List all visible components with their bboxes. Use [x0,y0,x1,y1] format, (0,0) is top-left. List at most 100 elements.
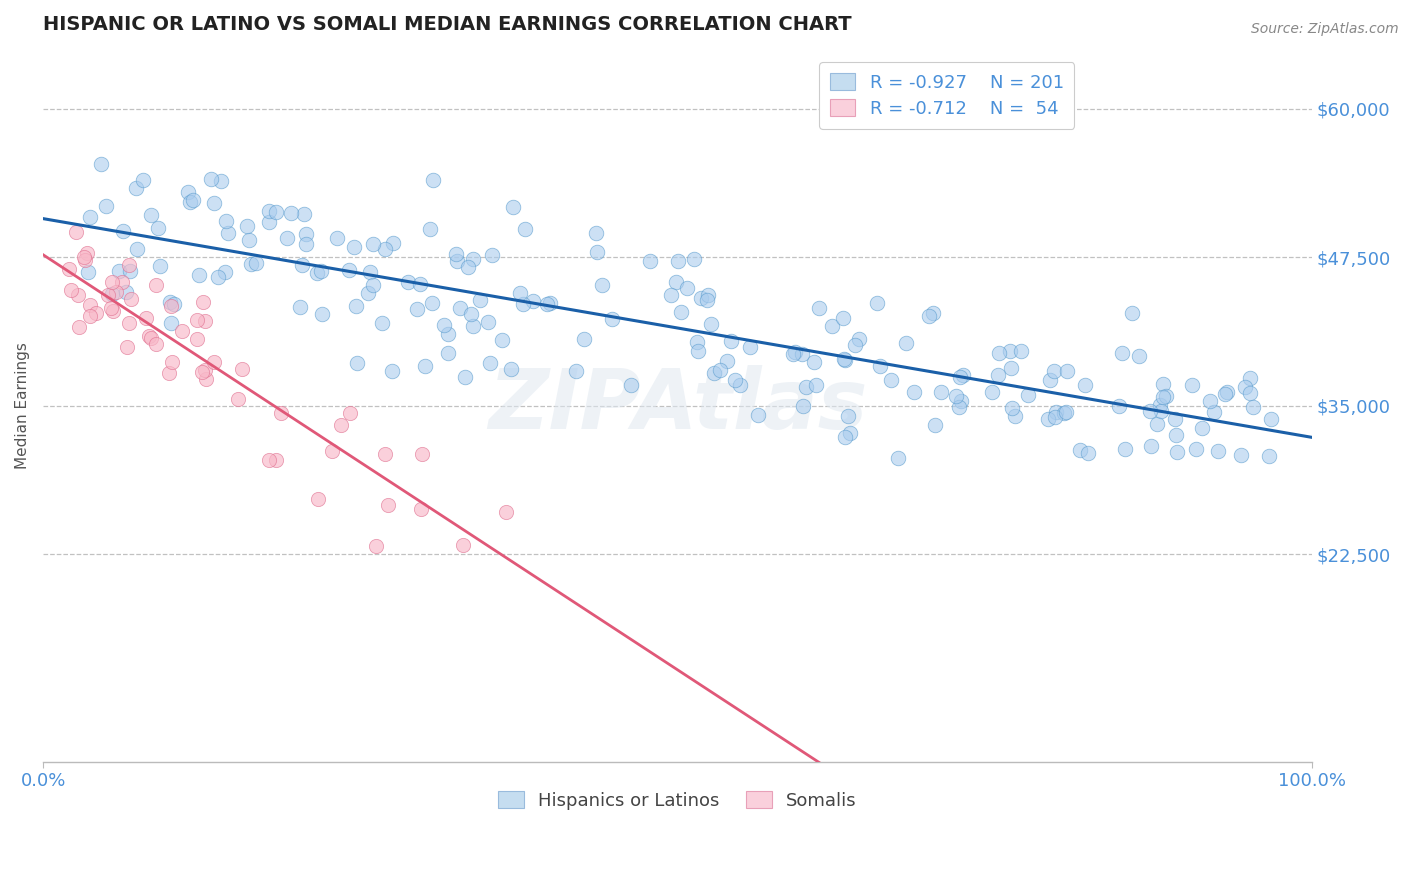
Point [834,430,856,444]
Point [1184,442,1206,457]
Point [76,246,98,260]
Point [311,308,333,322]
Point [792,399,814,413]
Point [987,368,1010,383]
Point [620,378,643,392]
Y-axis label: Median Earnings: Median Earnings [15,343,30,469]
Point [1230,449,1253,463]
Point [666,254,689,268]
Point [96,288,118,302]
Point [522,293,544,308]
Point [321,443,343,458]
Point [922,305,945,319]
Point [295,237,318,252]
Point [179,195,201,210]
Point [1069,443,1091,458]
Point [149,259,172,273]
Point [453,370,475,384]
Point [1045,410,1067,425]
Point [370,316,392,330]
Point [110,275,132,289]
Point [146,221,169,235]
Point [79,309,101,323]
Point [917,310,939,324]
Point [501,361,523,376]
Point [186,333,208,347]
Point [794,380,817,394]
Point [949,393,972,408]
Legend: Hispanics or Latinos, Somalis: Hispanics or Latinos, Somalis [491,783,865,817]
Point [1111,345,1133,359]
Point [215,214,238,228]
Point [101,287,124,301]
Point [468,293,491,308]
Point [866,295,889,310]
Point [988,346,1011,360]
Point [1077,446,1099,460]
Point [477,315,499,329]
Point [209,174,232,188]
Point [697,288,720,302]
Point [145,336,167,351]
Point [194,314,217,328]
Point [807,301,830,315]
Point [118,258,141,272]
Point [346,356,368,370]
Point [132,173,155,187]
Point [141,208,163,222]
Point [1000,360,1022,375]
Point [157,366,180,380]
Point [574,332,596,346]
Point [460,307,482,321]
Point [172,324,194,338]
Point [188,268,211,282]
Point [1056,364,1078,378]
Point [495,505,517,519]
Point [419,221,441,235]
Point [1010,344,1032,359]
Point [207,269,229,284]
Point [226,392,249,406]
Point [214,265,236,279]
Point [1043,364,1066,378]
Point [1150,403,1173,417]
Point [790,347,813,361]
Point [1191,421,1213,435]
Point [264,204,287,219]
Point [377,498,399,512]
Point [463,252,485,266]
Point [1001,401,1024,415]
Point [326,231,349,245]
Point [270,406,292,420]
Point [406,301,429,316]
Point [1004,409,1026,424]
Point [163,296,186,310]
Point [202,355,225,369]
Point [804,378,827,392]
Point [869,359,891,374]
Point [120,292,142,306]
Point [665,275,688,289]
Point [309,264,332,278]
Point [512,297,534,311]
Point [724,373,747,387]
Point [1073,378,1095,392]
Point [683,252,706,267]
Point [307,492,329,507]
Point [690,291,713,305]
Point [79,210,101,224]
Point [585,245,607,260]
Point [1213,387,1236,401]
Point [481,248,503,262]
Point [245,256,267,270]
Point [1199,393,1222,408]
Point [396,275,419,289]
Point [659,287,682,301]
Point [444,246,467,260]
Point [536,297,558,311]
Point [344,299,367,313]
Point [945,388,967,402]
Point [1128,349,1150,363]
Point [86,306,108,320]
Point [339,406,361,420]
